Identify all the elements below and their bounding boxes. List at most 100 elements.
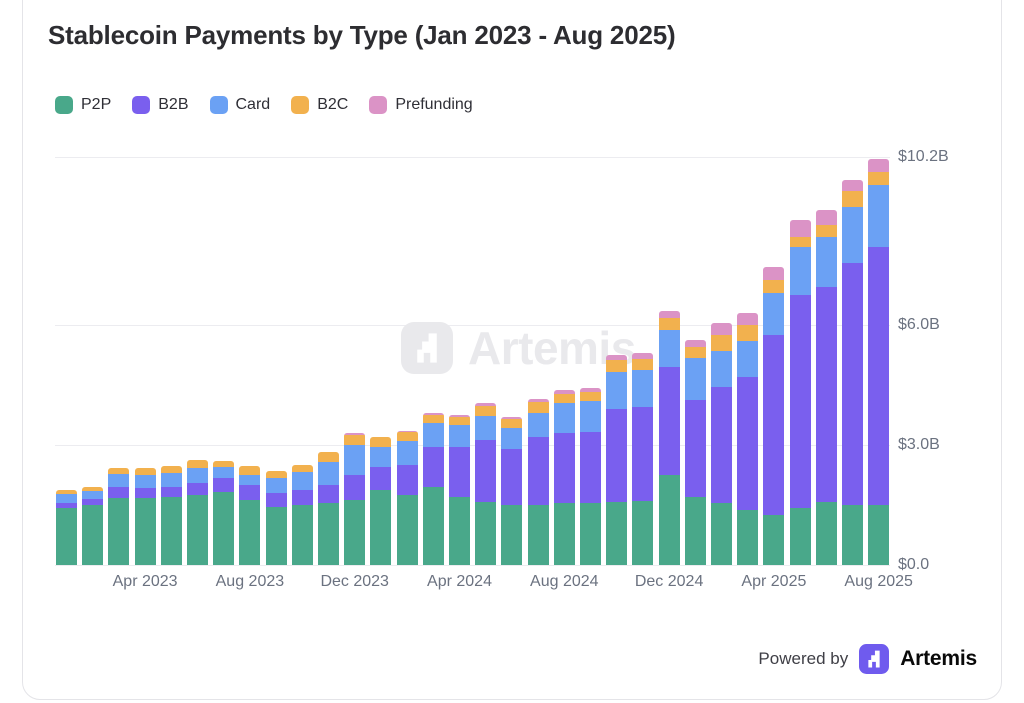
bar-oct-2023[interactable] [291,464,313,565]
segment-p2p [134,497,156,565]
legend-label: Prefunding [395,96,473,113]
bar-aug-2024[interactable] [553,390,575,565]
bar-jul-2025[interactable] [842,179,863,565]
x-axis-tick-label: Dec 2024 [634,573,704,590]
segment-card [239,474,261,485]
bar-jul-2023[interactable] [213,461,235,565]
brand-name: Artemis [900,647,977,670]
segment-p2p [422,486,444,565]
bar-nov-2023[interactable] [318,451,339,565]
bar-apr-2024[interactable] [449,415,470,565]
bar-feb-2023[interactable] [82,486,104,565]
segment-b2c [606,360,628,372]
segment-b2c [82,486,104,491]
chart-card [22,0,1002,700]
segment-p2p [684,496,706,565]
segment-prefunding [475,403,497,406]
segment-p2p [108,498,130,565]
x-axis-tick-label: Aug 2025 [844,573,913,590]
legend-item-b2b[interactable]: B2B [132,96,189,114]
y-axis-tick-label: $3.0B [898,436,940,453]
segment-b2b [160,486,182,497]
segment-card [213,466,235,478]
segment-prefunding [344,432,366,435]
segment-b2b [763,334,785,515]
legend-item-prefunding[interactable]: Prefunding [369,96,473,114]
segment-b2b [108,487,130,499]
segment-b2b [134,487,156,498]
x-axis-tick-label: Apr 2023 [112,573,178,590]
bar-mar-2025[interactable] [737,313,759,565]
legend-swatch-prefunding [369,96,388,114]
segment-b2c [684,346,706,359]
segment-p2p [658,474,680,565]
segment-b2b [527,436,549,505]
segment-card [291,471,313,490]
segment-card [711,351,732,387]
watermark: Artemis [401,321,636,375]
legend-item-p2p[interactable]: P2P [55,96,111,114]
y-axis-tick-label: $6.0B [898,316,940,333]
bar-may-2024[interactable] [475,403,497,565]
legend-item-b2c[interactable]: B2C [291,96,348,114]
segment-b2b [658,366,680,475]
bar-jan-2023[interactable] [56,489,77,565]
segment-b2c [449,417,470,425]
bar-feb-2024[interactable] [396,430,418,565]
segment-b2b [213,477,235,492]
segment-card [580,400,601,432]
bar-dec-2024[interactable] [658,311,680,565]
segment-card [842,206,863,264]
legend-item-card[interactable]: Card [209,96,271,114]
bar-mar-2023[interactable] [108,468,130,565]
segment-b2b [291,489,313,505]
segment-b2c [265,471,287,479]
legend-swatch-p2p [55,96,73,114]
bar-jan-2025[interactable] [684,339,706,565]
segment-b2c [134,467,156,475]
bar-jul-2024[interactable] [527,399,549,565]
bar-jan-2024[interactable] [370,436,392,565]
segment-card [318,461,339,485]
bar-apr-2023[interactable] [134,467,156,565]
bar-aug-2023[interactable] [239,466,261,565]
segment-prefunding [632,353,654,359]
segment-p2p [711,503,732,565]
bar-oct-2024[interactable] [606,355,628,565]
gridline [55,157,890,158]
bar-sep-2024[interactable] [580,388,601,565]
segment-b2c [842,191,863,207]
segment-p2p [632,500,654,565]
bar-nov-2024[interactable] [632,353,654,565]
bar-sep-2023[interactable] [265,471,287,565]
bar-dec-2023[interactable] [344,432,366,565]
bar-mar-2024[interactable] [422,413,444,565]
bar-feb-2025[interactable] [711,323,732,565]
segment-p2p [553,503,575,565]
segment-b2c [789,236,811,247]
bar-may-2023[interactable] [160,465,182,565]
segment-p2p [815,501,837,565]
segment-prefunding [737,313,759,325]
legend-label: Card [235,96,271,113]
segment-b2c [344,434,366,445]
segment-p2p [475,501,497,565]
bar-jun-2025[interactable] [815,209,837,565]
chart-title: Stablecoin Payments by Type (Jan 2023 - … [48,20,676,50]
segment-p2p [842,504,863,565]
bar-jun-2024[interactable] [501,416,523,565]
segment-b2c [422,415,444,423]
bar-apr-2025[interactable] [763,267,785,565]
segment-prefunding [396,430,418,432]
artemis-logo-icon [859,644,890,674]
segment-card [501,428,523,449]
bar-may-2025[interactable] [789,219,811,565]
segment-card [868,184,890,247]
bar-jun-2023[interactable] [187,459,208,565]
artemis-watermark-logo-icon [401,322,453,374]
segment-card [684,358,706,400]
bar-aug-2025[interactable] [868,158,890,565]
segment-b2c [501,418,523,429]
segment-p2p [187,494,208,565]
